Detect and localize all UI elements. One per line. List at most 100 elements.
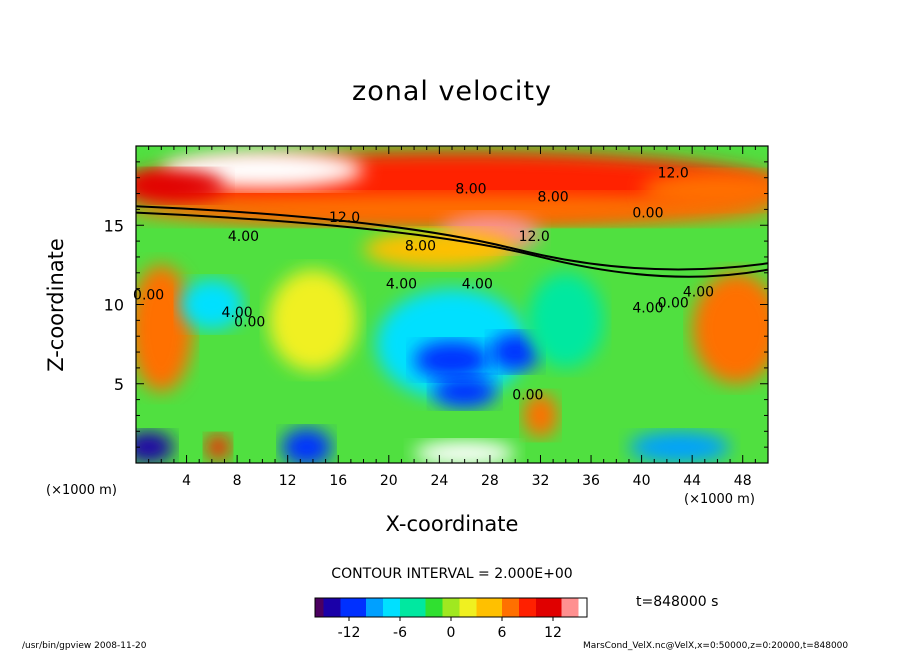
colorbar-bin: [323, 598, 333, 617]
field-region: [414, 340, 490, 379]
colorbar-bin: [485, 598, 494, 617]
x-tick-label: 48: [734, 473, 752, 489]
colorbar-bin: [332, 598, 341, 617]
colorbar-tick-label: -12: [338, 625, 361, 641]
contour-label: 8.00: [405, 239, 436, 255]
y-ticks: 5 10 15: [104, 161, 768, 448]
colorbar-bin: [425, 598, 435, 617]
field-region: [692, 272, 768, 384]
colorbar-bin: [442, 598, 452, 617]
colorbar-bin: [578, 598, 588, 617]
colorbar-bin: [561, 598, 571, 617]
field-region: [281, 428, 332, 463]
field-region: [628, 431, 731, 463]
field-region: [180, 279, 244, 330]
x-axis-label: X-coordinate: [385, 512, 519, 536]
colorbar-bin: [434, 598, 443, 617]
colorbar-bin: [510, 598, 520, 617]
colorbar-bin: [400, 598, 409, 617]
x-tick-label: 24: [430, 473, 448, 489]
x-tick-label: 20: [380, 473, 398, 489]
y-tick-label: 10: [104, 296, 124, 315]
contour-label: 8.00: [538, 189, 569, 205]
contour-label: 0.00: [632, 205, 663, 221]
colorbar: -12 -6 0 6 12: [314, 597, 588, 641]
colorbar-tick-label: -6: [393, 625, 407, 641]
y-tick-label: 5: [114, 375, 124, 394]
contour-label: 0.00: [512, 388, 543, 404]
colorbar-bin: [357, 598, 367, 617]
colorbar-tick-label: 12: [544, 625, 562, 641]
colorbar-bin: [315, 598, 324, 617]
field-region: [489, 333, 541, 372]
colorbar-bin: [476, 598, 486, 617]
time-label: t=848000 s: [636, 594, 719, 610]
x-tick-label: 12: [279, 473, 297, 489]
field-region: [268, 269, 358, 372]
x-tick-label: 28: [481, 473, 499, 489]
contour-label: 0.00: [234, 315, 265, 331]
contour-label: 8.00: [455, 182, 486, 198]
contour-label: 4.00: [683, 285, 714, 301]
field-region: [433, 375, 497, 408]
colorbar-bin: [349, 598, 358, 617]
colorbar-bin: [383, 598, 392, 617]
colorbar-bin: [553, 598, 562, 617]
colorbar-tick-label: 0: [447, 625, 456, 641]
contour-line: [136, 211, 768, 278]
colorbar-bin: [502, 598, 511, 617]
colorbar-bin: [536, 598, 545, 617]
x-tick-label: 16: [329, 473, 347, 489]
contour-label: 4.00: [228, 229, 259, 245]
colorbar-bin: [570, 598, 579, 617]
field-region: [641, 171, 768, 210]
colorbar-bin: [459, 598, 469, 617]
colorbar-bin: [527, 598, 537, 617]
x-tick-label: 32: [532, 473, 550, 489]
x-tick-label: 40: [633, 473, 651, 489]
field-region: [136, 193, 768, 226]
contour-label: 4.00: [462, 277, 493, 293]
contour-label: 4.00: [632, 300, 663, 316]
contour-interval-text: CONTOUR INTERVAL = 2.000E+00: [331, 566, 573, 582]
colorbar-bin: [340, 598, 350, 617]
field-region: [522, 393, 559, 438]
colorbar-bin: [374, 598, 384, 617]
colorbar-bin: [451, 598, 460, 617]
contour-label: 0.00: [658, 296, 689, 312]
colorbar-bin: [417, 598, 426, 617]
contour-label: 4.00: [386, 277, 417, 293]
colorbar-bin: [408, 598, 418, 617]
footer-left: /usr/bin/gpview 2008-11-20: [22, 641, 147, 651]
colorbar-bin: [366, 598, 375, 617]
contour-label: 12.0: [658, 166, 689, 182]
x-tick-label: 36: [582, 473, 600, 489]
y-tick-label: 15: [104, 216, 124, 235]
field-region: [205, 434, 231, 460]
contour-line: [136, 205, 768, 271]
contour-label: 0.00: [133, 288, 164, 304]
field-region: [363, 230, 516, 269]
x-ticks: 4 8 12 16 20 24 28 32 36 40 44 48: [148, 146, 756, 489]
field-region: [136, 264, 193, 392]
field-region: [136, 169, 225, 202]
colorbar-bin: [519, 598, 528, 617]
x-axis-unit-left: (×1000 m): [46, 483, 117, 498]
contour-label: 4.00: [222, 305, 253, 321]
x-tick-label: 8: [233, 473, 242, 489]
colorbar-tick-label: 6: [498, 625, 507, 641]
colorbar-bin: [493, 598, 503, 617]
x-tick-label: 4: [182, 473, 191, 489]
chart-title: zonal velocity: [352, 76, 552, 107]
velocity-field: [136, 146, 768, 463]
colorbar-bin: [544, 598, 554, 617]
x-axis-unit-right: (×1000 m): [684, 492, 755, 507]
footer-right: MarsCond_VelX.nc@VelX,x=0:50000,z=0:2000…: [583, 641, 849, 651]
field-region: [527, 272, 604, 368]
contour-label: 12.0: [519, 229, 550, 245]
contour-label: 12.0: [329, 210, 360, 226]
field-region: [136, 431, 174, 463]
x-tick-label: 44: [683, 473, 701, 489]
